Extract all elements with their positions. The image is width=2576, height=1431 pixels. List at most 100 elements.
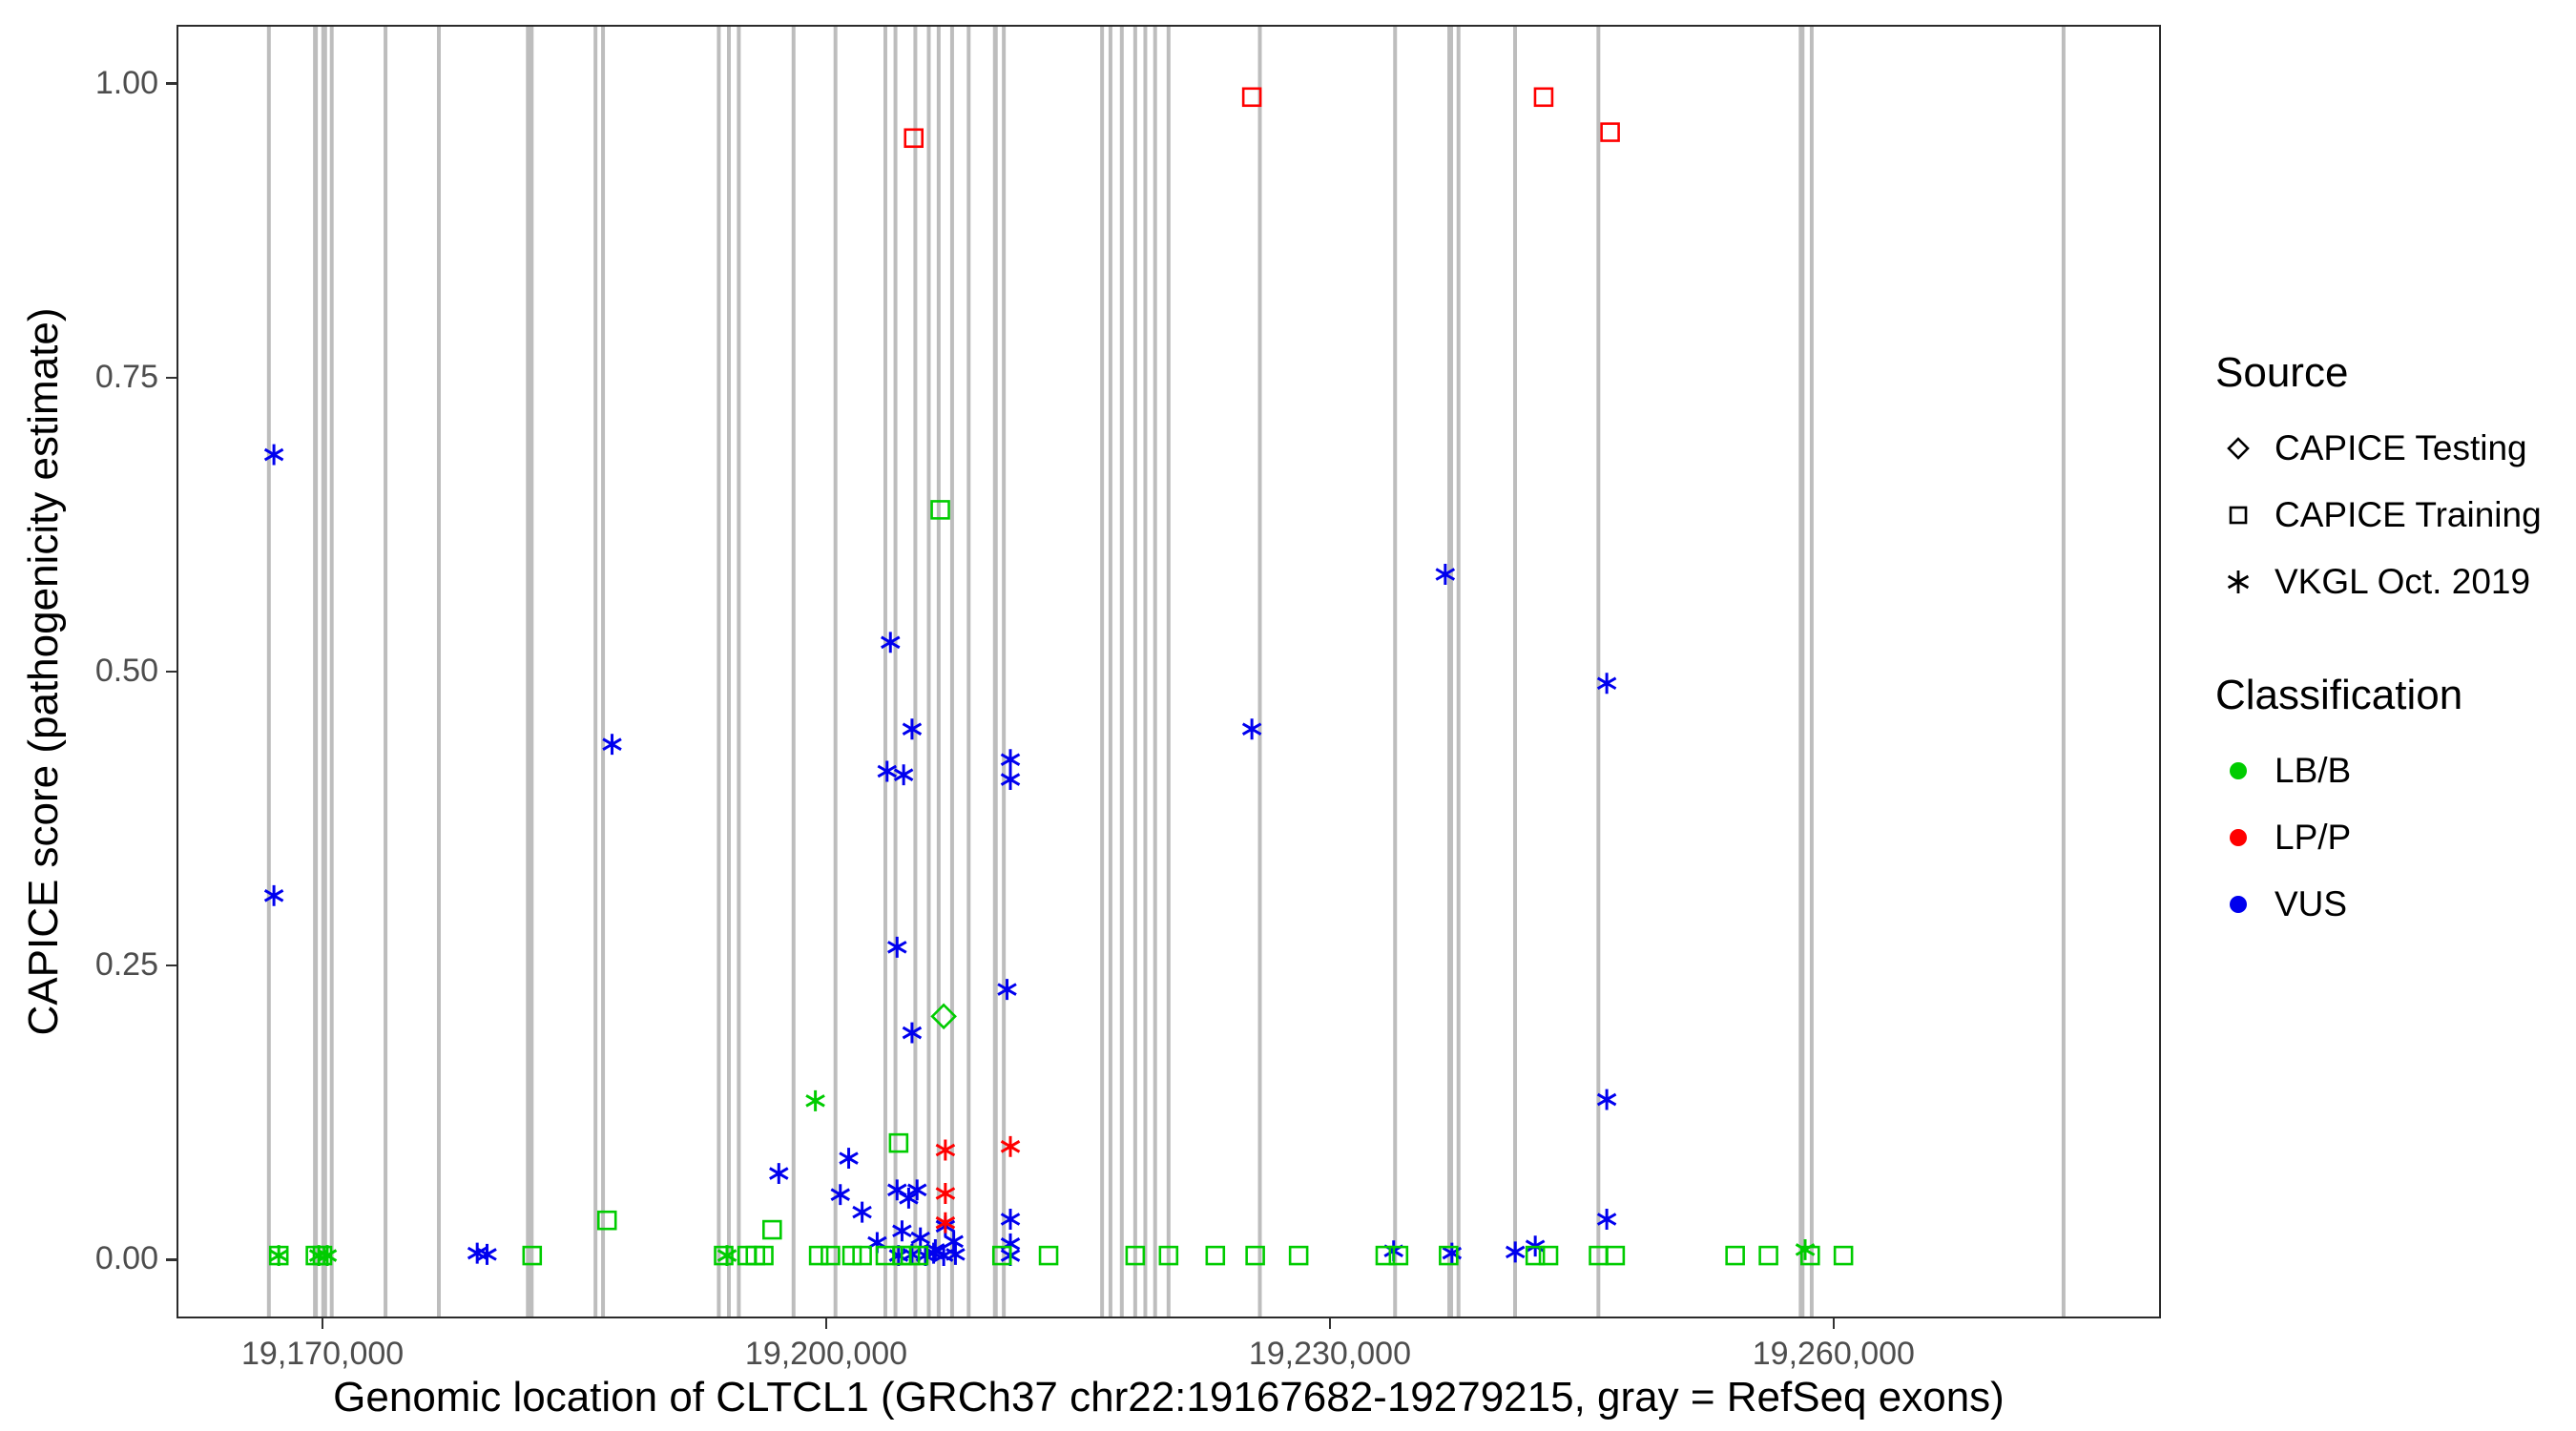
- y-tick-label: 1.00: [94, 64, 158, 101]
- point-asterisk: [839, 1148, 859, 1170]
- exon-band: [833, 27, 838, 1317]
- exon-band: [992, 27, 998, 1317]
- lpp-color-dot-icon: [2215, 815, 2261, 861]
- exon-band: [2061, 27, 2066, 1317]
- legend-item-label: LB/B: [2275, 751, 2352, 790]
- point-square: [930, 500, 950, 520]
- point-square: [1388, 1245, 1409, 1266]
- legend-item-vkgl: VKGL Oct. 2019: [2215, 559, 2570, 605]
- y-tick-label: 0.75: [94, 358, 158, 395]
- exon-band: [936, 27, 941, 1317]
- point-asterisk: [892, 1220, 912, 1242]
- point-asterisk: [899, 1187, 919, 1209]
- legend-item-lpp: LP/P: [2215, 815, 2570, 861]
- exon-band: [313, 27, 319, 1317]
- point-square: [268, 1245, 289, 1266]
- asterisk-icon: [2215, 559, 2261, 605]
- exon-band: [913, 27, 918, 1317]
- legend-item-label: LP/P: [2275, 818, 2352, 857]
- exon-band: [321, 27, 327, 1317]
- x-tick-label: 19,230,000: [1248, 1336, 1411, 1372]
- exon-band: [1119, 27, 1124, 1317]
- point-asterisk: [902, 718, 923, 740]
- point-square: [1245, 1245, 1265, 1266]
- x-tick-label: 19,170,000: [241, 1336, 405, 1372]
- y-axis-tick: [166, 376, 177, 380]
- point-square: [1758, 1245, 1778, 1266]
- exon-band: [1809, 27, 1814, 1317]
- point-square: [1439, 1245, 1459, 1266]
- square-icon: [2215, 492, 2261, 538]
- point-asterisk: [906, 1179, 927, 1201]
- plot-canvas: [263, 27, 2066, 1317]
- point-asterisk: [945, 1243, 966, 1265]
- point-asterisk: [852, 1201, 872, 1223]
- exon-band: [717, 27, 721, 1317]
- point-asterisk: [602, 734, 622, 756]
- lbb-color-dot-icon: [2215, 748, 2261, 794]
- legend-classification-group: Classification LB/B LP/P VUS: [2215, 672, 2570, 927]
- point-asterisk: [1596, 1089, 1617, 1110]
- point-square: [1205, 1245, 1226, 1266]
- point-square: [596, 1210, 617, 1231]
- exon-band: [966, 27, 971, 1317]
- exon-band: [1596, 27, 1601, 1317]
- diamond-icon: [2215, 425, 2261, 471]
- point-square: [841, 1245, 862, 1266]
- point-square: [1725, 1245, 1745, 1266]
- point-asterisk: [881, 632, 901, 653]
- point-asterisk: [997, 979, 1017, 1001]
- point-square: [904, 128, 924, 149]
- exon-band: [1132, 27, 1137, 1317]
- point-asterisk: [933, 1245, 954, 1267]
- exon-band: [329, 27, 334, 1317]
- exon-band: [266, 27, 271, 1317]
- point-asterisk: [887, 1179, 907, 1201]
- x-axis-tick: [1328, 1318, 1332, 1329]
- point-asterisk: [805, 1089, 825, 1111]
- legend-item-label: CAPICE Testing: [2275, 428, 2527, 467]
- exon-band: [883, 27, 887, 1317]
- point-asterisk: [915, 1245, 936, 1267]
- y-axis-tick: [166, 670, 177, 674]
- point-asterisk: [935, 1212, 956, 1234]
- exon-band: [1393, 27, 1398, 1317]
- point-square: [522, 1245, 543, 1266]
- legend-item-vus: VUS: [2215, 881, 2570, 927]
- point-square: [908, 1245, 929, 1266]
- point-asterisk: [268, 1245, 289, 1267]
- plot-panel: [177, 25, 2161, 1318]
- point-asterisk: [263, 444, 284, 466]
- point-asterisk: [1596, 1209, 1617, 1230]
- legend-item-lbb: LB/B: [2215, 748, 2570, 794]
- y-axis-tick: [166, 82, 177, 85]
- exon-band: [1143, 27, 1148, 1317]
- exon-band: [1108, 27, 1112, 1317]
- point-asterisk: [887, 936, 907, 958]
- point-asterisk: [1000, 1209, 1021, 1230]
- point-square: [852, 1245, 872, 1266]
- exon-band: [384, 27, 388, 1317]
- point-square: [1538, 1245, 1559, 1266]
- exon-band: [1447, 27, 1454, 1317]
- point-asterisk: [830, 1184, 850, 1206]
- y-tick-label: 0.25: [94, 946, 158, 984]
- x-axis-tick: [824, 1318, 828, 1329]
- legend: Source CAPICE Testing CAPICE Training: [2215, 349, 2570, 948]
- exon-band: [1456, 27, 1461, 1317]
- point-asterisk: [1000, 1135, 1021, 1157]
- point-asterisk: [877, 760, 898, 782]
- exon-band: [926, 27, 931, 1317]
- y-axis-tick: [166, 964, 177, 967]
- point-asterisk: [1435, 564, 1456, 585]
- point-asterisk: [769, 1163, 789, 1185]
- point-square: [1158, 1245, 1179, 1266]
- y-axis-tick: [166, 1258, 177, 1261]
- point-square: [1833, 1245, 1854, 1266]
- point-asterisk: [1000, 749, 1021, 771]
- vus-color-dot-icon: [2215, 881, 2261, 927]
- point-diamond: [930, 1003, 957, 1030]
- point-square: [1038, 1245, 1059, 1266]
- point-square: [1605, 1245, 1626, 1266]
- point-square: [714, 1245, 734, 1266]
